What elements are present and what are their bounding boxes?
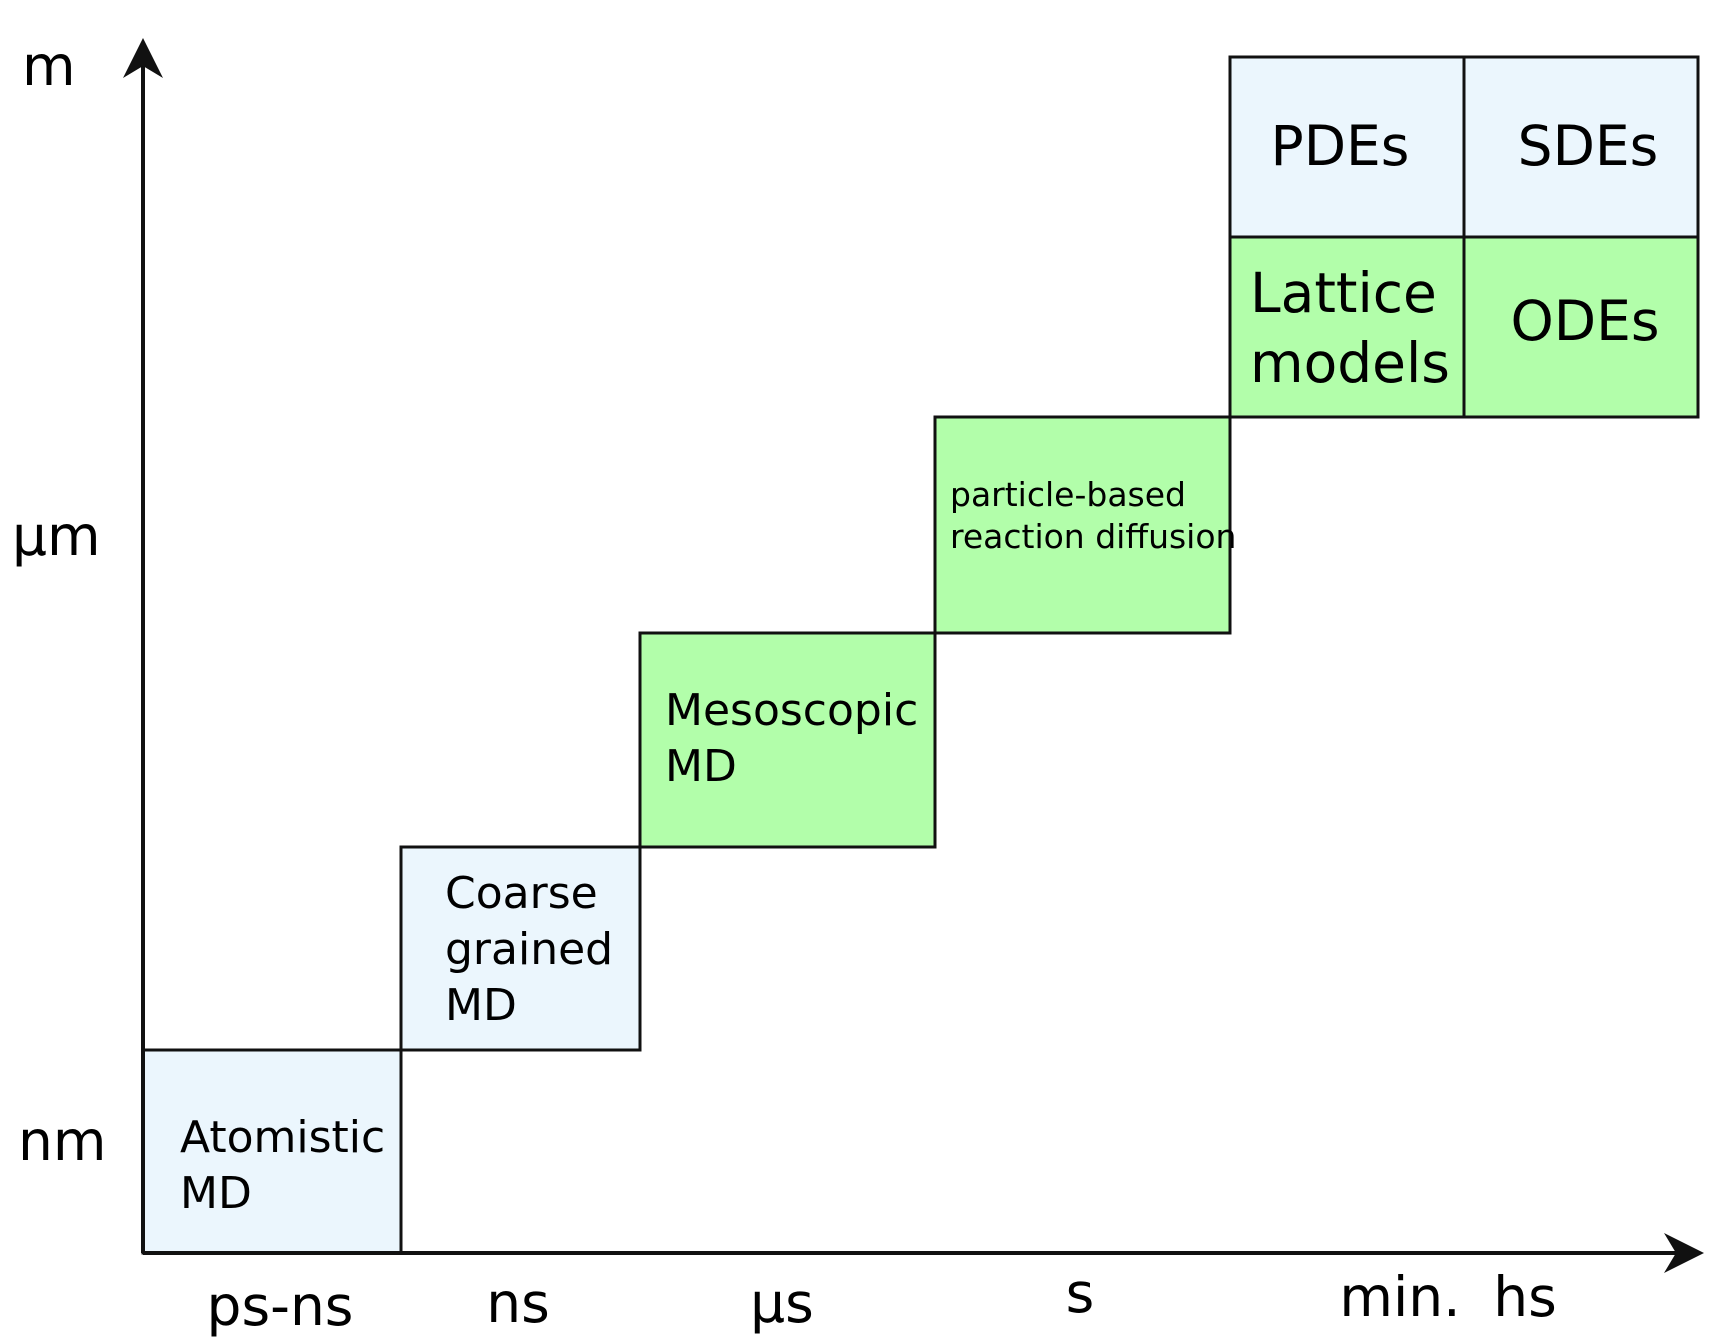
svg-text:SDEs: SDEs <box>1518 114 1659 178</box>
box-line: MD <box>445 980 517 1031</box>
svg-text:Lattice models: Lattice models <box>1250 261 1454 395</box>
svg-text:PDEs: PDEs <box>1271 114 1410 178</box>
box-line: Coarse <box>445 868 598 919</box>
x-axis-label-min: min. <box>1339 1265 1460 1329</box>
box-line: PDEs <box>1271 114 1410 178</box>
y-axis-label-nm: nm <box>18 1109 106 1173</box>
box-coarse-grained-md: Coarse grained MD <box>399 845 642 1052</box>
box-line: Atomistic <box>180 1112 385 1163</box>
y-axis-label-um: µm <box>12 504 101 568</box>
box-line: Lattice <box>1250 261 1437 325</box>
box-line: models <box>1250 331 1450 395</box>
x-axis-label-hs: hs <box>1493 1265 1557 1329</box>
svg-text:ODEs: ODEs <box>1510 289 1659 353</box>
box-line: MD <box>665 741 737 792</box>
box-line: grained <box>445 924 613 975</box>
box-particle-based-reaction-diffusion: particle-based reaction diffusion <box>933 415 1236 635</box>
box-sdes: SDEs <box>1462 55 1700 239</box>
svg-text:Atomistic MD: Atomistic MD <box>180 1112 399 1219</box>
svg-text:particle-based reaction: particle-based reaction diffusion <box>950 475 1236 556</box>
box-atomistic-md: Atomistic MD <box>141 1048 403 1255</box>
x-axis-label-s: s <box>1066 1261 1095 1325</box>
box-line: ODEs <box>1510 289 1659 353</box>
x-axis-label-ns: ns <box>486 1271 550 1335</box>
box-line: Mesoscopic <box>665 685 918 736</box>
box-line: reaction diffusion <box>950 517 1236 556</box>
box-mesoscopic-md: Mesoscopic MD <box>638 631 937 849</box>
x-axis-label-us: µs <box>750 1271 814 1335</box>
box-lattice-models: Lattice models <box>1228 235 1466 419</box>
box-line: particle-based <box>950 475 1186 514</box>
box-line: SDEs <box>1518 114 1659 178</box>
y-axis-label-m: m <box>22 34 76 98</box>
x-axis-label-ps-ns: ps-ns <box>207 1274 354 1338</box>
box-line: MD <box>180 1168 252 1219</box>
svg-text:Coarse grained MD: Coarse grained MD <box>445 868 627 1031</box>
box-odes: ODEs <box>1462 235 1700 419</box>
svg-text:Mesoscopic MD: Mesoscopic MD <box>665 685 932 792</box>
box-pdes: PDEs <box>1228 55 1466 239</box>
